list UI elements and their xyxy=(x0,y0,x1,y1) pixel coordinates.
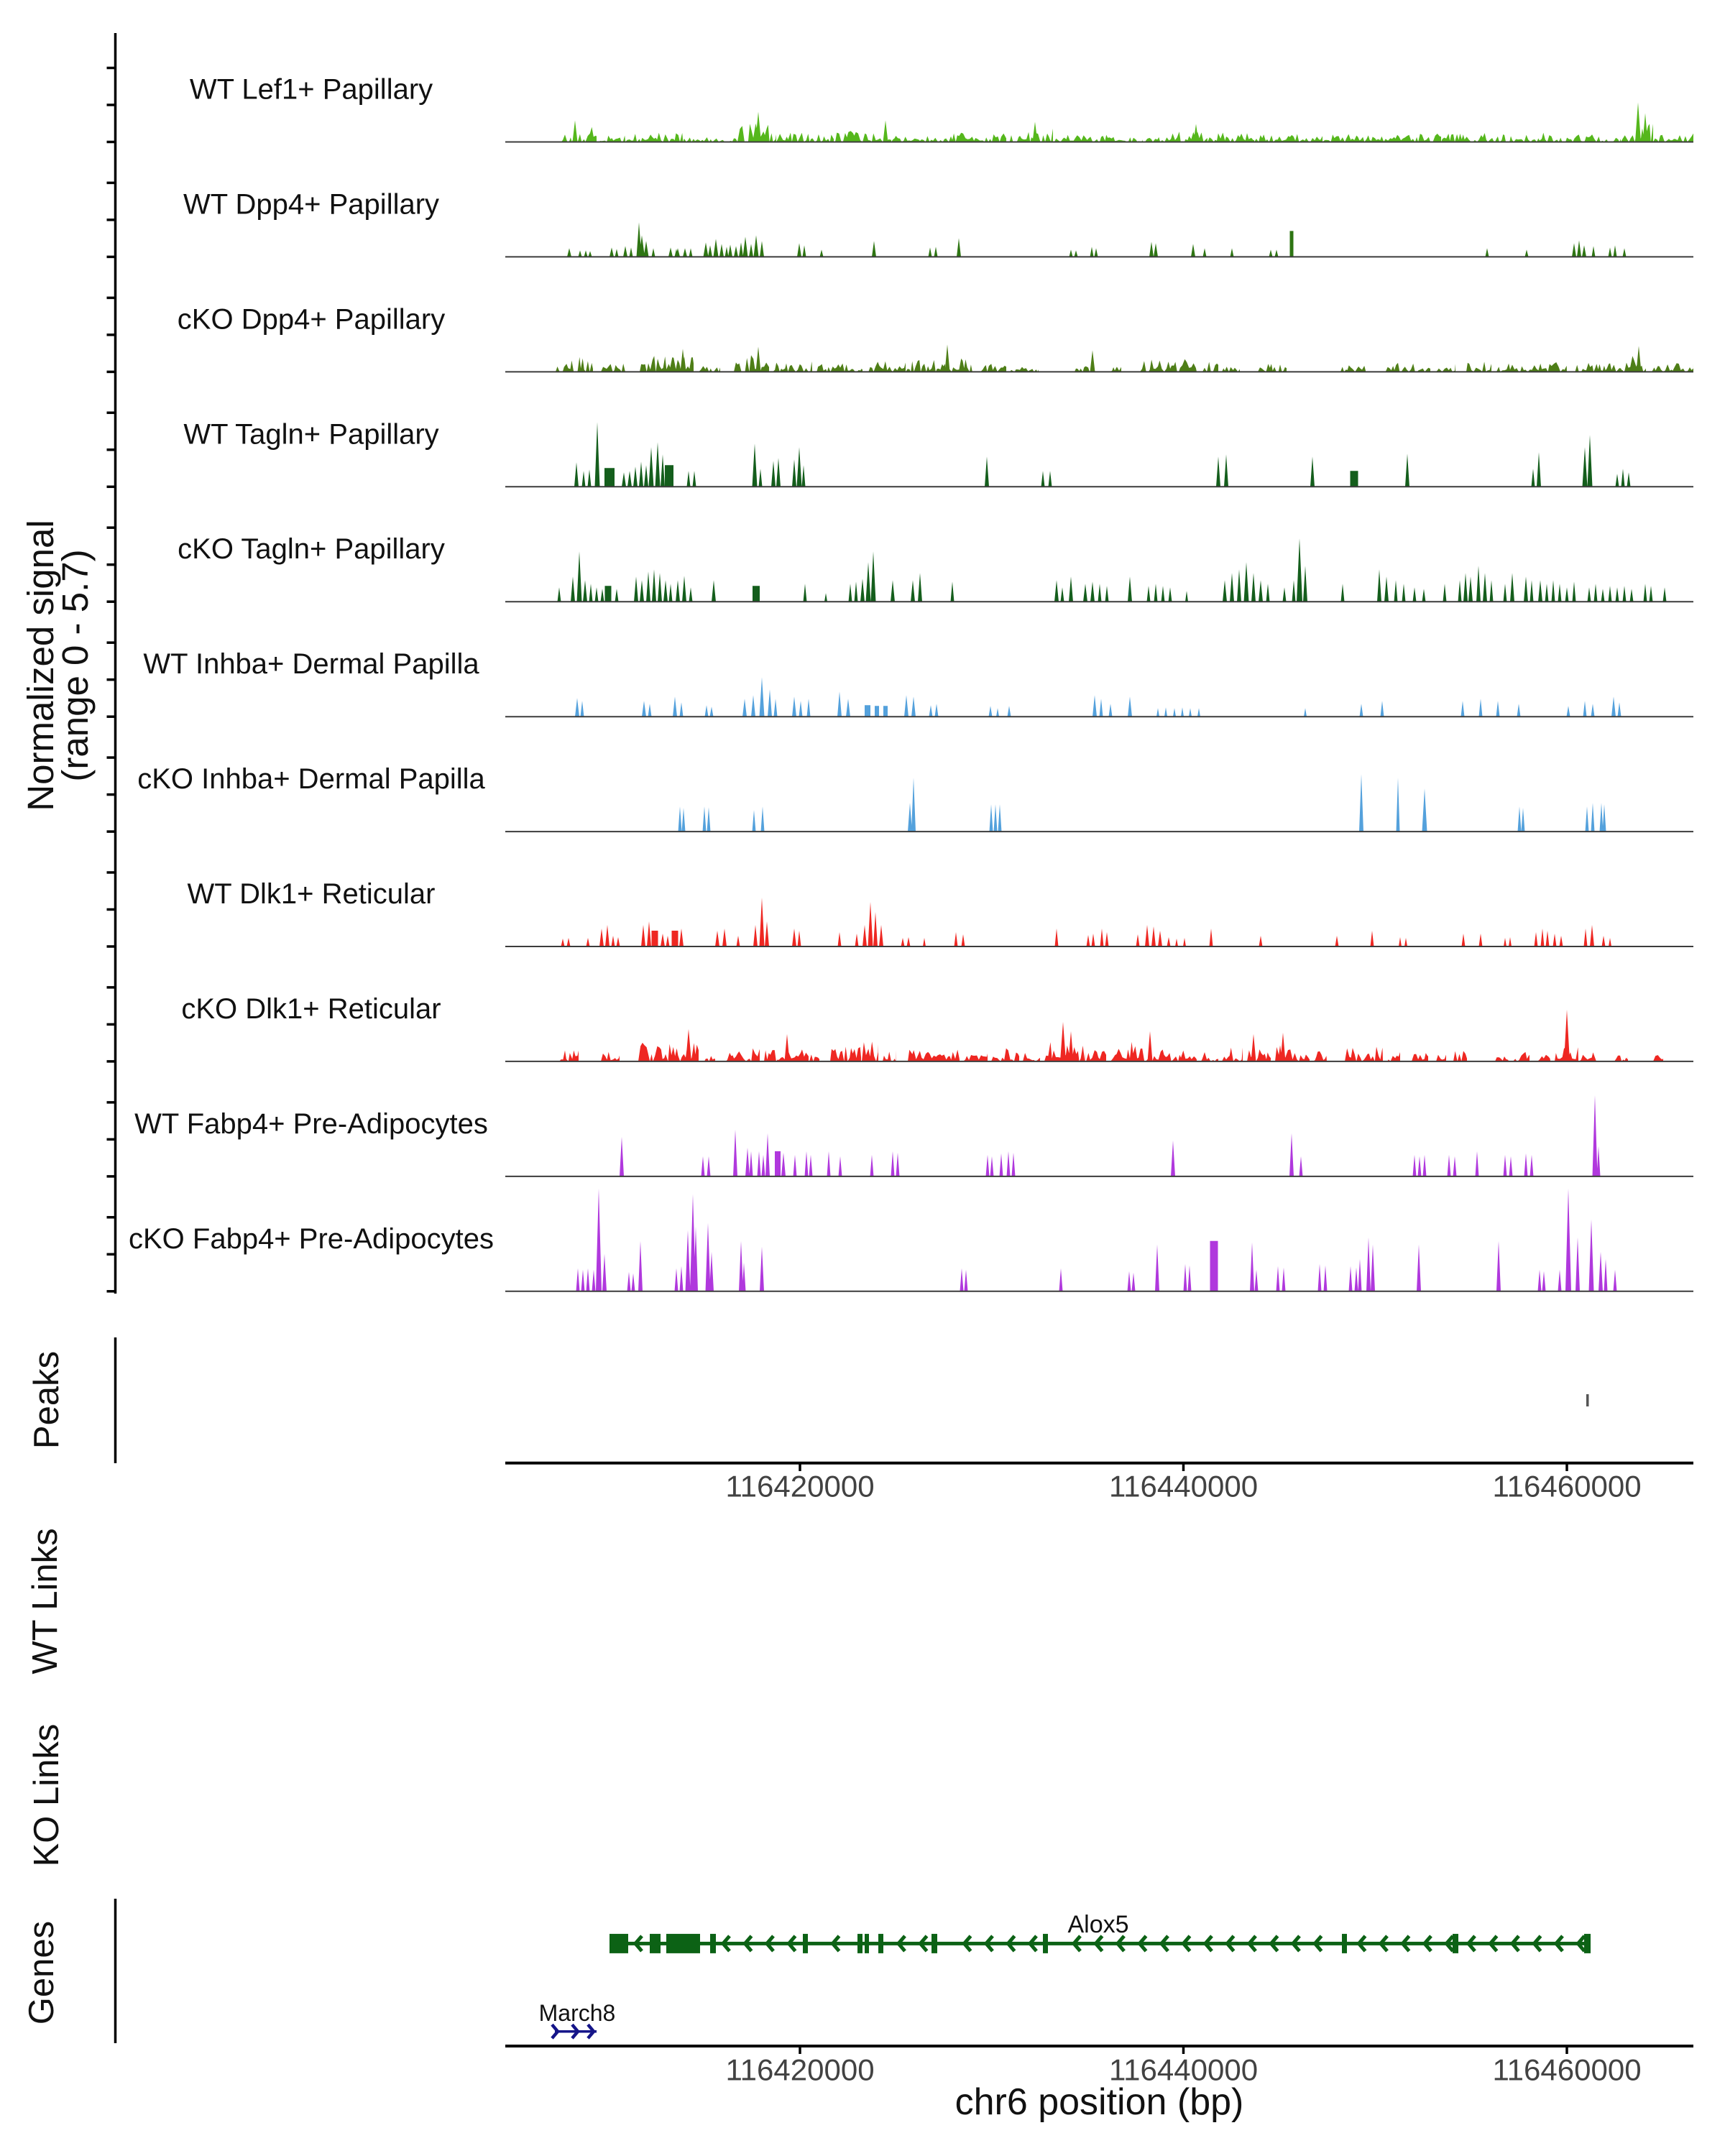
svg-text:116420000: 116420000 xyxy=(725,1470,874,1503)
svg-text:cKO Dpp4+ Papillary: cKO Dpp4+ Papillary xyxy=(178,303,445,335)
svg-text:116460000: 116460000 xyxy=(1492,2053,1641,2087)
svg-text:Peaks: Peaks xyxy=(27,1351,66,1449)
svg-text:WT Fabp4+ Pre-Adipocytes: WT Fabp4+ Pre-Adipocytes xyxy=(134,1108,488,1140)
svg-text:WT Tagln+ Papillary: WT Tagln+ Papillary xyxy=(183,418,438,450)
svg-text:WT Dpp4+ Papillary: WT Dpp4+ Papillary xyxy=(183,188,439,220)
svg-text:Normalized signal: Normalized signal xyxy=(20,520,61,811)
svg-text:(range 0 - 5.7): (range 0 - 5.7) xyxy=(55,549,96,781)
svg-text:WT Lef1+ Papillary: WT Lef1+ Papillary xyxy=(190,74,433,106)
svg-text:116440000: 116440000 xyxy=(1109,1470,1258,1503)
svg-text:cKO Dlk1+ Reticular: cKO Dlk1+ Reticular xyxy=(181,993,441,1025)
svg-text:chr6 position (bp): chr6 position (bp) xyxy=(955,2081,1244,2123)
svg-text:WT Dlk1+ Reticular: WT Dlk1+ Reticular xyxy=(188,878,436,910)
svg-text:cKO Inhba+ Dermal Papilla: cKO Inhba+ Dermal Papilla xyxy=(137,763,485,795)
svg-text:cKO Fabp4+ Pre-Adipocytes: cKO Fabp4+ Pre-Adipocytes xyxy=(129,1223,494,1255)
svg-text:WT Inhba+ Dermal Papilla: WT Inhba+ Dermal Papilla xyxy=(143,648,479,680)
svg-text:Alox5: Alox5 xyxy=(1067,1911,1128,1938)
svg-text:March8: March8 xyxy=(539,2000,616,2026)
svg-text:116440000: 116440000 xyxy=(1109,2053,1258,2087)
svg-text:116460000: 116460000 xyxy=(1492,1470,1641,1503)
svg-text:Genes: Genes xyxy=(22,1921,61,2024)
svg-text:cKO Tagln+ Papillary: cKO Tagln+ Papillary xyxy=(178,533,445,565)
svg-text:WT Links: WT Links xyxy=(26,1528,65,1674)
svg-text:KO Links: KO Links xyxy=(27,1724,66,1867)
svg-text:116420000: 116420000 xyxy=(725,2053,874,2087)
